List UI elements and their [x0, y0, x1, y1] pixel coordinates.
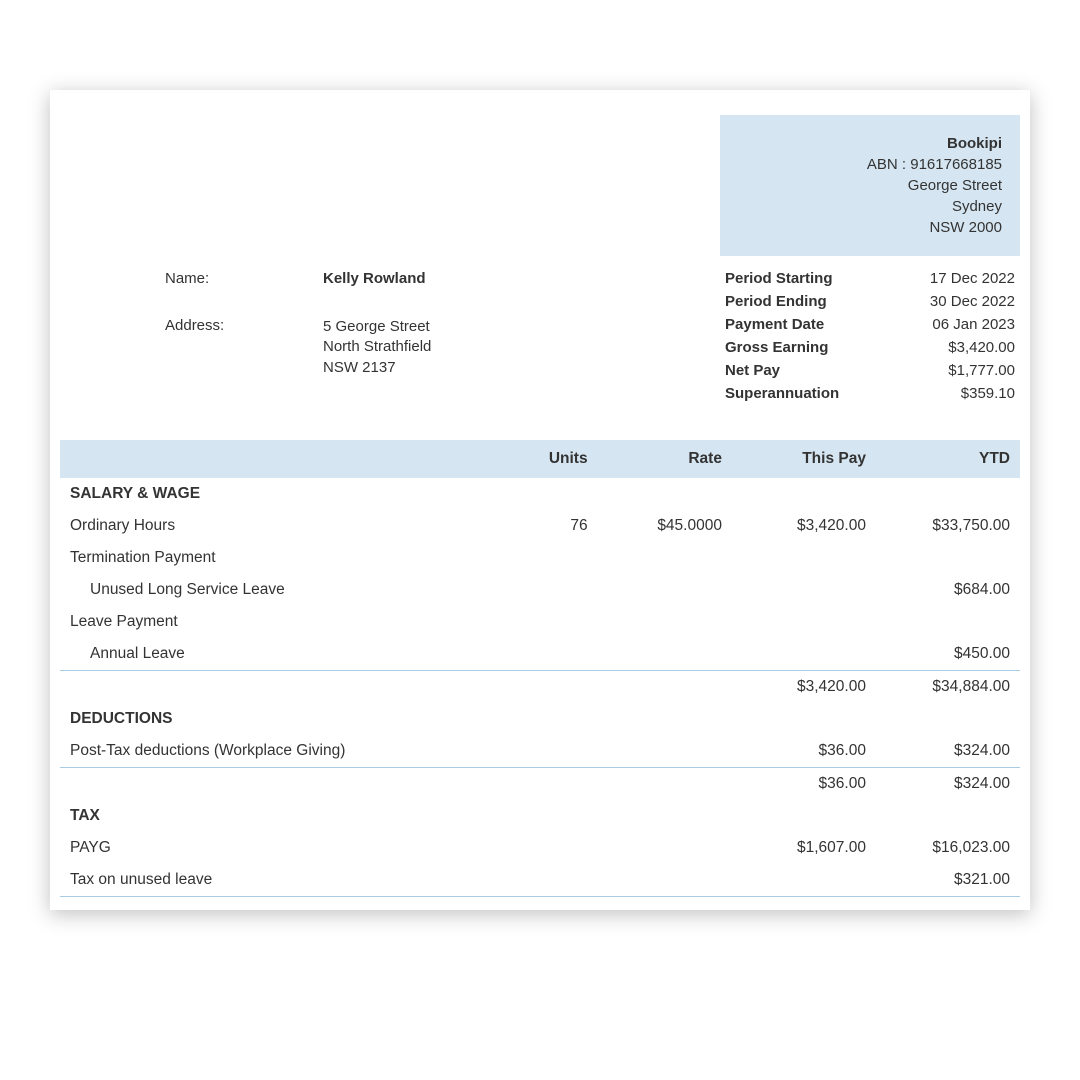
deductions-subtotal-row: $36.00 $324.00 — [60, 768, 1020, 801]
gross-value: $3,420.00 — [895, 339, 1015, 356]
employee-address: 5 George Street North Strathfield NSW 21… — [323, 317, 431, 402]
posttax-row: Post-Tax deductions (Workplace Giving) $… — [60, 735, 1020, 768]
pay-table: Units Rate This Pay YTD SALARY & WAGE Or… — [60, 440, 1020, 898]
super-label: Superannuation — [725, 385, 895, 402]
deductions-section-head: DEDUCTIONS — [60, 703, 1020, 735]
name-label: Name: — [165, 270, 315, 311]
payg-row: PAYG $1,607.00 $16,023.00 — [60, 832, 1020, 864]
payment-date: 06 Jan 2023 — [895, 316, 1015, 333]
company-name: Bookipi — [738, 133, 1002, 154]
period-end: 30 Dec 2022 — [895, 293, 1015, 310]
company-street: George Street — [738, 175, 1002, 196]
col-rate: Rate — [598, 440, 732, 478]
period-start-label: Period Starting — [725, 270, 895, 287]
table-header-row: Units Rate This Pay YTD — [60, 440, 1020, 478]
employee-name: Kelly Rowland — [323, 270, 431, 311]
net-value: $1,777.00 — [895, 362, 1015, 379]
termination-row: Termination Payment — [60, 542, 1020, 574]
info-row: Name: Kelly Rowland Address: 5 George St… — [65, 270, 1015, 402]
salary-section-head: SALARY & WAGE — [60, 478, 1020, 510]
pay-table-wrap: Units Rate This Pay YTD SALARY & WAGE Or… — [60, 440, 1020, 898]
payment-date-label: Payment Date — [725, 316, 895, 333]
col-ytd: YTD — [876, 440, 1020, 478]
tax-unused-row: Tax on unused leave $321.00 — [60, 864, 1020, 897]
leave-payment-row: Leave Payment — [60, 606, 1020, 638]
tax-bottom-rule — [60, 897, 1020, 898]
net-label: Net Pay — [725, 362, 895, 379]
period-block: Period Starting 17 Dec 2022 Period Endin… — [725, 270, 1015, 402]
period-start: 17 Dec 2022 — [895, 270, 1015, 287]
unused-lsl-row: Unused Long Service Leave $684.00 — [60, 574, 1020, 606]
company-info-box: Bookipi ABN : 91617668185 George Street … — [720, 115, 1020, 256]
col-units: Units — [482, 440, 597, 478]
super-value: $359.10 — [895, 385, 1015, 402]
gross-label: Gross Earning — [725, 339, 895, 356]
payslip-document: Bookipi ABN : 91617668185 George Street … — [50, 90, 1030, 910]
address-label: Address: — [165, 317, 315, 402]
period-end-label: Period Ending — [725, 293, 895, 310]
col-thispay: This Pay — [732, 440, 876, 478]
company-abn: ABN : 91617668185 — [738, 154, 1002, 175]
employee-block: Name: Kelly Rowland Address: 5 George St… — [65, 270, 431, 402]
col-empty — [60, 440, 482, 478]
company-city: Sydney — [738, 196, 1002, 217]
tax-section-head: TAX — [60, 800, 1020, 832]
ordinary-hours-row: Ordinary Hours 76 $45.0000 $3,420.00 $33… — [60, 510, 1020, 542]
annual-leave-row: Annual Leave $450.00 — [60, 638, 1020, 671]
salary-subtotal-row: $3,420.00 $34,884.00 — [60, 671, 1020, 704]
company-postcode: NSW 2000 — [738, 217, 1002, 238]
